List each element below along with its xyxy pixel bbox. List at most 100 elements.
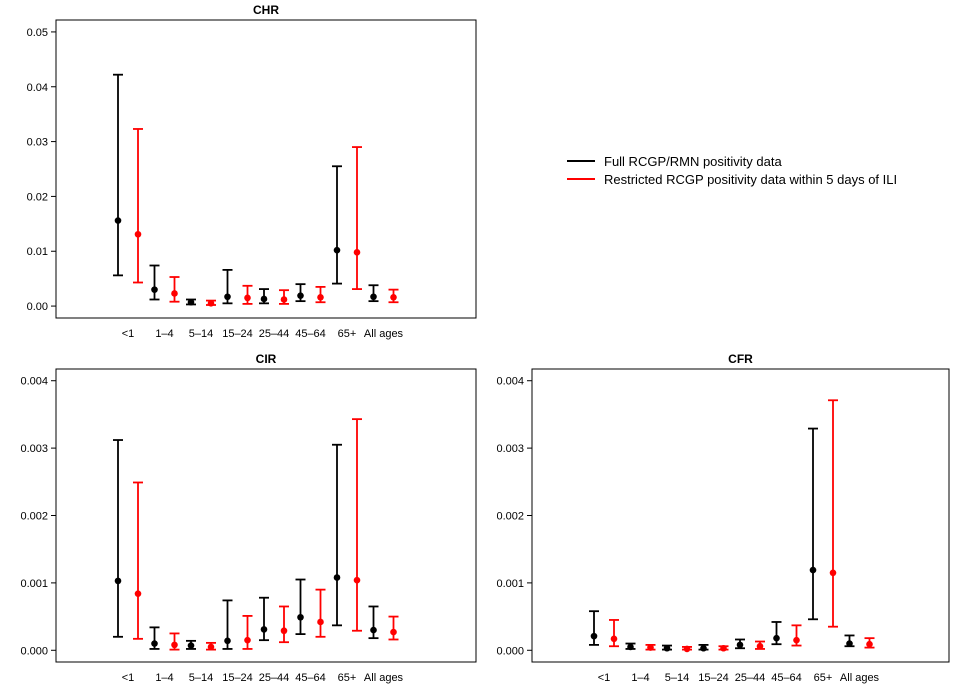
chr-ytick-label-3: 0.03 (27, 137, 48, 149)
cir-xtick-label-5: 45–64 (295, 672, 326, 684)
cfr-full-point-6 (809, 566, 817, 574)
chr-xtick-label-4: 25–44 (259, 328, 290, 340)
cir-xtick-label-4: 25–44 (259, 672, 290, 684)
chr-restricted-point-2 (207, 300, 215, 307)
cfr-ytick-label-2: 0.002 (496, 511, 524, 523)
cfr-restricted-point-3 (720, 644, 727, 652)
cir-full-point-2 (187, 642, 195, 649)
cfr-xtick-label-1: 1–4 (631, 672, 649, 684)
chr-restricted-point-3 (244, 294, 251, 302)
cfr-restricted-point-6 (829, 569, 837, 577)
cfr-xtick-label-4: 25–44 (735, 672, 766, 684)
chr-restricted-point-6 (353, 249, 361, 256)
cir-full-point-0 (114, 577, 122, 585)
cfr-xtick-label-6: 65+ (814, 672, 833, 684)
cir-full-point-3 (224, 637, 231, 645)
cir-ytick-label-0: 0.000 (20, 645, 48, 657)
chr-xtick-label-0: <1 (122, 328, 135, 340)
cfr-panel: CFR 0.000 0.001 0.002 0.003 0.004 <1 1–4 5–14 15–… (496, 352, 950, 684)
legend: Full RCGP/RMN positivity data Restricted… (567, 154, 897, 187)
chr-full-point-4 (260, 295, 268, 303)
chr-panel: CHR 0.00 0.01 0.02 0.03 0.04 0.05 <1 1–4 5–14 15–2… (27, 3, 477, 340)
cfr-xtick-label-2: 5–14 (665, 672, 689, 684)
chr-full-point-5 (297, 292, 304, 299)
chr-xtick-label-2: 5–14 (189, 328, 213, 340)
cir-restricted-point-2 (207, 643, 215, 651)
chr-restricted-point-7 (390, 294, 397, 301)
cir-restricted-point-4 (280, 627, 288, 635)
cfr-full-point-3 (700, 644, 707, 652)
chr-restricted-point-5 (317, 294, 324, 301)
cir-restricted-point-0 (134, 590, 142, 597)
chr-full-point-0 (114, 217, 122, 224)
cir-xtick-label-0: <1 (122, 672, 135, 684)
cir-xtick-label-2: 5–14 (189, 672, 213, 684)
cfr-xtick-label-5: 45–64 (771, 672, 802, 684)
chr-xtick-label-6: 65+ (338, 328, 357, 340)
chr-full-point-1 (151, 286, 158, 293)
chr-restricted-point-4 (280, 296, 288, 303)
cir-ytick-label-1: 0.001 (20, 578, 48, 590)
chr-full-point-6 (333, 246, 341, 254)
chr-ytick-label-1: 0.01 (27, 246, 48, 258)
cfr-ytick-label-3: 0.003 (496, 443, 524, 455)
cfr-full-point-0 (590, 632, 598, 640)
chr-xtick-label-1: 1–4 (155, 328, 173, 340)
cir-ytick-label-3: 0.003 (20, 443, 48, 455)
cfr-restricted-point-1 (647, 644, 654, 651)
cir-restricted-point-3 (244, 636, 251, 644)
chr-xtick-label-3: 15–24 (222, 328, 253, 340)
cir-restricted-point-7 (390, 628, 397, 636)
cir-ytick-label-4: 0.004 (20, 376, 48, 388)
cir-restricted-point-1 (171, 641, 178, 649)
cir-full-point-1 (151, 640, 158, 647)
cfr-full-point-4 (736, 641, 744, 649)
cfr-title: CFR (728, 352, 753, 366)
cfr-restricted-point-5 (793, 636, 800, 644)
cfr-restricted-point-2 (683, 645, 691, 653)
cir-panel: CIR 0.000 0.001 0.002 0.003 0.004 <1 1–4 5–14 15–… (20, 352, 477, 684)
cfr-ytick-label-0: 0.000 (496, 645, 524, 657)
legend-label-full: Full RCGP/RMN positivity data (604, 154, 782, 169)
cir-title: CIR (256, 352, 277, 366)
cfr-restricted-point-4 (756, 642, 764, 650)
cir-plot-frame (55, 368, 477, 663)
cfr-restricted-point-7 (866, 640, 873, 648)
cir-full-point-6 (333, 574, 341, 581)
cfr-full-point-1 (627, 643, 634, 651)
cir-ytick-label-2: 0.002 (20, 511, 48, 523)
cfr-xtick-label-3: 15–24 (698, 672, 729, 684)
cir-restricted-point-5 (317, 618, 324, 626)
chr-ytick-label-2: 0.02 (27, 191, 48, 203)
cir-xtick-label-1: 1–4 (155, 672, 173, 684)
chr-full-point-3 (224, 293, 231, 301)
chr-ytick-label-4: 0.04 (27, 82, 48, 94)
cir-full-point-7 (370, 626, 377, 634)
cfr-xtick-label-0: <1 (598, 672, 611, 684)
cfr-full-point-7 (846, 640, 853, 647)
cir-full-point-4 (260, 626, 268, 633)
chr-title: CHR (253, 3, 279, 17)
cfr-full-point-2 (663, 644, 671, 652)
legend-label-restricted: Restricted RCGP positivity data within 5… (604, 172, 897, 187)
cir-restricted-point-6 (353, 576, 361, 584)
cfr-xtick-label-7: All ages (840, 672, 880, 684)
chr-restricted-point-0 (134, 230, 142, 238)
chr-full-point-2 (187, 298, 195, 306)
chr-xtick-label-5: 45–64 (295, 328, 326, 340)
cir-xtick-label-7: All ages (364, 672, 404, 684)
cfr-ytick-label-1: 0.001 (496, 578, 524, 590)
chr-plot-frame (55, 19, 477, 319)
cir-xtick-label-3: 15–24 (222, 672, 253, 684)
chr-ytick-label-5: 0.05 (27, 27, 48, 39)
cir-xtick-label-6: 65+ (338, 672, 357, 684)
chr-xtick-label-7: All ages (364, 328, 404, 340)
cfr-full-point-5 (773, 634, 780, 642)
cfr-ytick-label-4: 0.004 (496, 376, 524, 388)
chr-restricted-point-1 (171, 290, 178, 297)
cir-full-point-5 (297, 613, 304, 621)
cfr-restricted-point-0 (610, 635, 618, 643)
chr-full-point-7 (370, 293, 377, 301)
chr-ytick-label-0: 0.00 (27, 301, 48, 313)
